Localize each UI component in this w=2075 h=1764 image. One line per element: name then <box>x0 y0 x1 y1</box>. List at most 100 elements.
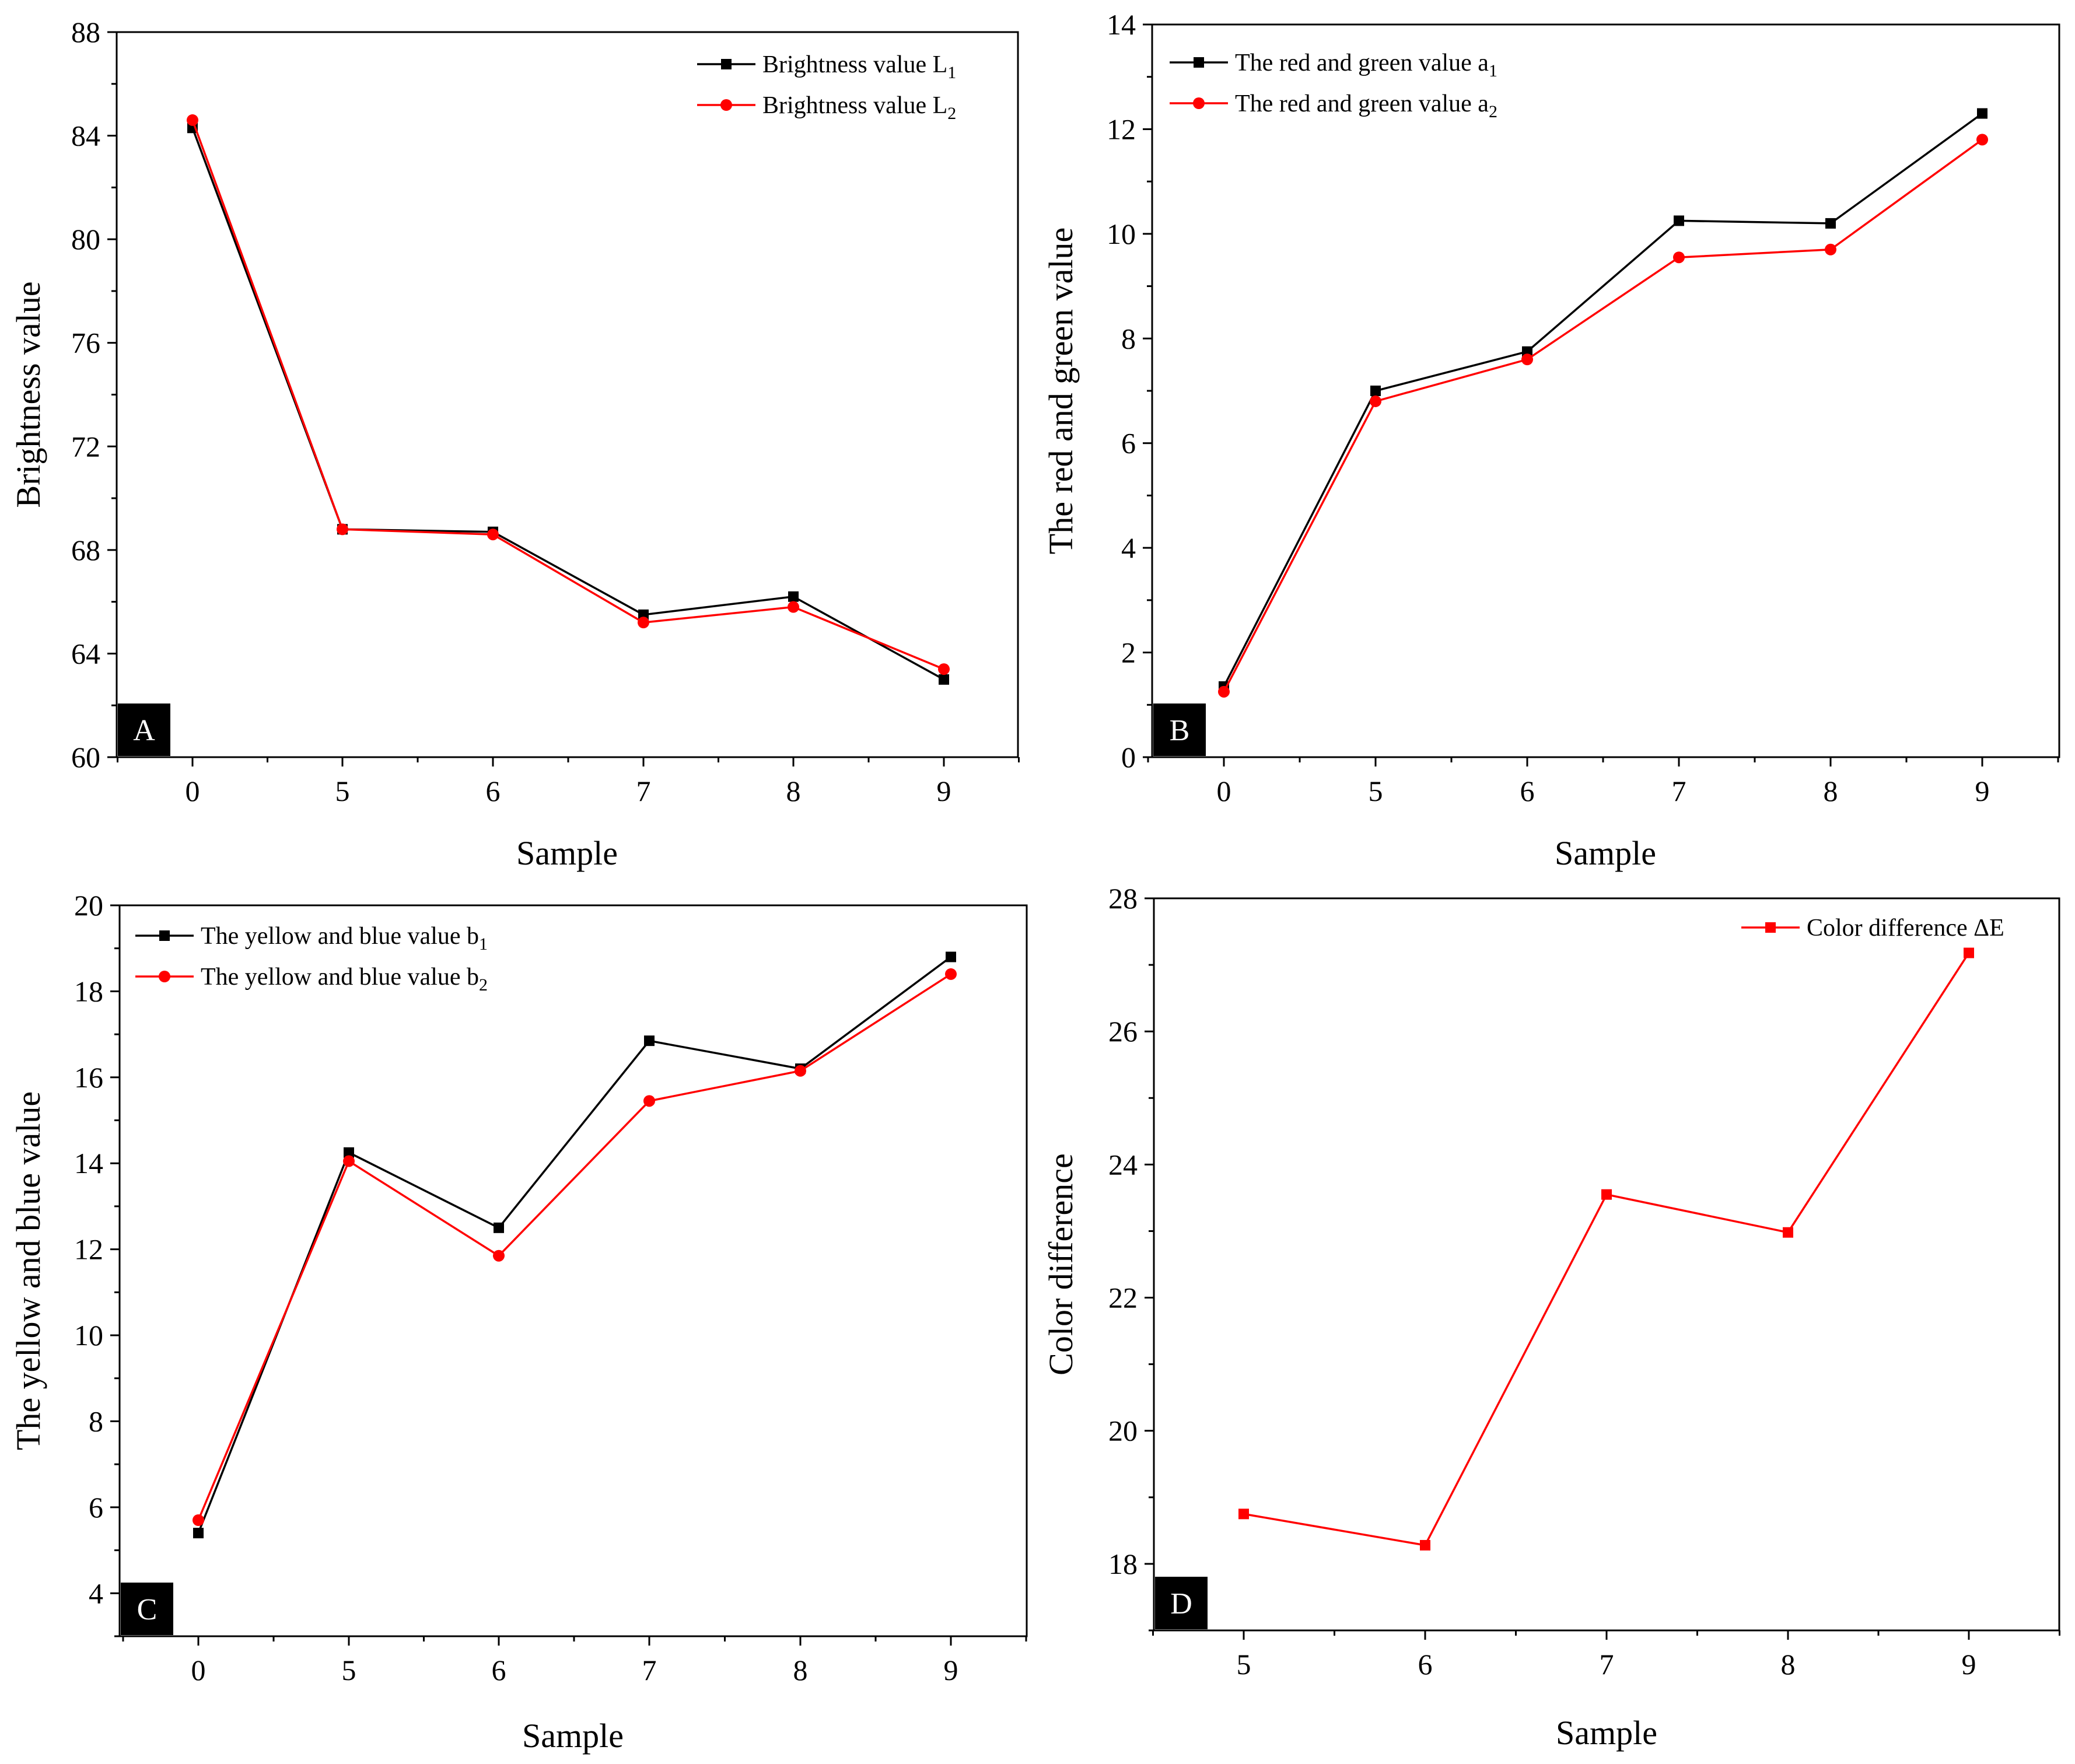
legend-label-text: Brightness value L <box>762 51 947 78</box>
y-axis-title: The red and green value <box>1042 228 1080 554</box>
y-tick-label: 10 <box>74 1319 103 1352</box>
x-tick-label: 7 <box>1600 1648 1614 1681</box>
legend-label: Brightness value L1 <box>762 51 956 82</box>
x-tick-label: 6 <box>486 775 501 807</box>
legend-marker <box>1765 922 1776 933</box>
data-point <box>1976 134 1988 146</box>
data-point <box>1674 215 1684 226</box>
data-point <box>1601 1189 1612 1200</box>
x-axis-title: Sample <box>516 834 618 872</box>
series-line-2 <box>1223 138 1983 692</box>
x-axis-title: Sample <box>522 1717 624 1755</box>
legend-label-subscript: 1 <box>479 935 488 954</box>
y-tick-label: 12 <box>74 1233 103 1266</box>
panel-label-badge <box>1153 704 1206 756</box>
legend-marker <box>721 59 732 69</box>
x-tick-label: 9 <box>937 775 951 807</box>
y-axis-title: Brightness value <box>9 281 47 508</box>
y-tick-label: 12 <box>1107 113 1136 145</box>
y-tick-label: 4 <box>1121 531 1136 564</box>
plot-frame <box>118 904 1028 1637</box>
data-point <box>1977 108 1987 119</box>
x-tick-label: 7 <box>1672 775 1686 807</box>
x-tick-label: 9 <box>944 1654 958 1686</box>
legend-label-text: The yellow and blue value b <box>201 923 479 950</box>
legend-label-subscript: 2 <box>947 104 956 123</box>
y-tick-label: 4 <box>89 1577 103 1609</box>
x-tick-label: 0 <box>1217 775 1231 807</box>
y-axis-title: Color difference <box>1042 1153 1080 1376</box>
y-tick-label: 28 <box>1108 882 1138 915</box>
chart-panel-d: 18 20 22 24 26 28 5 6 7 8 9 Sample Color difference C… <box>1042 882 2060 1752</box>
y-tick-label: 14 <box>1107 8 1136 41</box>
data-point <box>1825 218 1836 229</box>
panel-label: C <box>137 1593 158 1626</box>
legend-label: The red and green value a1 <box>1235 50 1497 80</box>
data-point <box>788 601 799 613</box>
legend-label: The yellow and blue value b2 <box>201 964 488 995</box>
y-tick-label: 24 <box>1108 1148 1138 1181</box>
y-tick-label: 18 <box>74 975 103 1007</box>
data-point <box>1825 243 1836 256</box>
data-point <box>493 1250 505 1262</box>
legend-marker <box>1194 57 1204 68</box>
data-point <box>1783 1227 1793 1238</box>
data-point <box>1522 346 1532 357</box>
y-tick-label: 88 <box>71 16 100 48</box>
legend-marker <box>159 971 170 982</box>
y-tick-label: 68 <box>71 534 100 566</box>
y-tick-label: 80 <box>71 223 100 256</box>
data-point <box>638 617 649 629</box>
panel-label-badge <box>1155 1577 1208 1629</box>
series-line-1 <box>1243 952 1970 1546</box>
data-point <box>1521 354 1533 366</box>
data-point <box>946 951 956 963</box>
x-tick-label: 5 <box>1237 1648 1251 1681</box>
legend-label-text: The red and green value a <box>1235 90 1489 117</box>
data-point <box>1238 1508 1249 1520</box>
series-line-2 <box>191 120 944 670</box>
x-tick-label: 6 <box>492 1654 506 1686</box>
legend: The yellow and blue value b1 The yellow a… <box>135 923 488 995</box>
y-tick-label: 8 <box>89 1405 103 1437</box>
data-point <box>1218 685 1230 698</box>
data-point <box>337 523 348 536</box>
legend-label-subscript: 2 <box>479 975 488 995</box>
y-tick-label: 6 <box>89 1491 103 1524</box>
x-tick-label: 6 <box>1520 775 1535 807</box>
y-tick-label: 72 <box>71 430 100 463</box>
series-line-1 <box>191 127 944 681</box>
y-tick-label: 6 <box>1121 427 1136 460</box>
y-tick-label: 76 <box>71 327 100 359</box>
y-tick-label: 16 <box>74 1061 103 1094</box>
panel-label-badge <box>118 704 170 756</box>
data-point <box>187 114 198 126</box>
x-tick-label: 6 <box>1418 1648 1433 1681</box>
y-axis-title: The yellow and blue value <box>9 1091 47 1450</box>
chart-panel-a: 60 64 68 72 76 80 84 88 0 5 6 7 8 9 Sample Brightness v… <box>9 16 1020 872</box>
x-tick-label: 5 <box>335 775 350 807</box>
x-tick-label: 8 <box>786 775 801 807</box>
legend-marker <box>720 99 732 111</box>
y-tick-label: 20 <box>1108 1415 1138 1447</box>
data-point <box>643 1095 655 1107</box>
x-tick-label: 9 <box>1975 775 1990 807</box>
x-tick-label: 8 <box>1824 775 1838 807</box>
legend-label-subscript: 2 <box>1489 102 1497 121</box>
y-tick-label: 20 <box>74 889 103 922</box>
legend-label-text: Color difference ΔE <box>1807 915 2004 942</box>
plot-frame <box>116 31 1019 758</box>
data-point <box>788 591 799 602</box>
legend-marker <box>1193 97 1205 109</box>
series-line-1 <box>197 956 952 1534</box>
x-tick-label: 7 <box>636 775 651 807</box>
legend: Color difference ΔE <box>1741 915 2004 942</box>
data-point <box>343 1155 355 1167</box>
legend-label-text: The red and green value a <box>1235 50 1489 76</box>
legend-label-text: Brightness value L <box>762 92 947 119</box>
panel-label-badge <box>121 1583 173 1635</box>
legend-marker <box>159 930 170 941</box>
y-tick-label: 18 <box>1108 1548 1138 1580</box>
